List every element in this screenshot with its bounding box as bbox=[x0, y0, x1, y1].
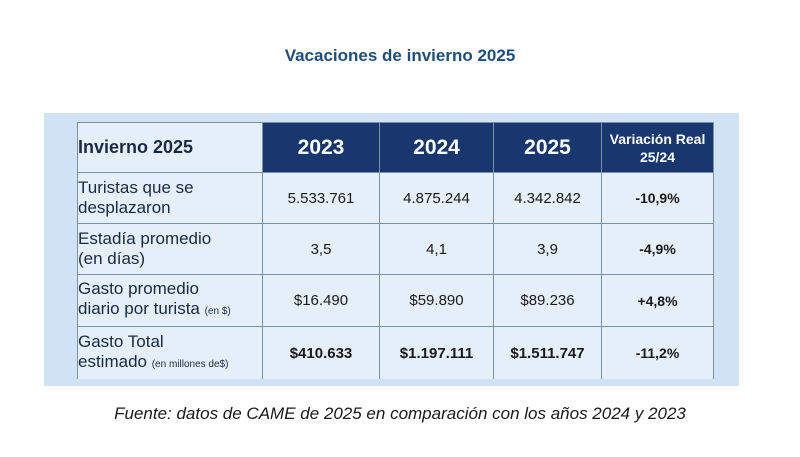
row-label-total-spend: Gasto Total estimado (en millones de$) bbox=[77, 326, 263, 379]
table-row: Turistas que se desplazaron 5.533.761 4.… bbox=[77, 172, 714, 224]
year-header-2024: 2024 bbox=[379, 122, 494, 173]
cell-stay-2024: 4,1 bbox=[379, 223, 494, 275]
row-label-line2: desplazaron bbox=[78, 198, 171, 217]
row-label-line1: Gasto promedio bbox=[78, 279, 199, 298]
row-label-note: (en millones de$) bbox=[151, 358, 229, 370]
row-label-daily-spend: Gasto promedio diario por turista (en $) bbox=[77, 274, 263, 327]
table-row: Gasto Total estimado (en millones de$) $… bbox=[77, 326, 714, 379]
row-label-line1: Gasto Total bbox=[78, 331, 164, 351]
source-caption: Fuente: datos de CAME de 2025 en compara… bbox=[114, 404, 686, 423]
row-label-line2: (en días) bbox=[78, 249, 146, 268]
cell-total-spend-variation: -11,2% bbox=[601, 326, 714, 379]
variation-header: Variación Real 25/24 bbox=[601, 122, 714, 173]
cell-total-spend-2025: $1.511.747 bbox=[493, 326, 602, 379]
variation-header-line2: 25/24 bbox=[639, 148, 676, 165]
table-row: Estadía promedio (en días) 3,5 4,1 3,9 -… bbox=[77, 223, 714, 275]
cell-tourists-2025: 4.342.842 bbox=[493, 172, 602, 224]
row-label-line2: estimado bbox=[78, 351, 147, 371]
row-label-line2: diario por turista bbox=[78, 299, 200, 318]
row-label-tourists: Turistas que se desplazaron bbox=[77, 172, 263, 224]
cell-daily-spend-2023: $16.490 bbox=[262, 274, 380, 327]
table-corner-label: Invierno 2025 bbox=[77, 122, 263, 173]
variation-header-line1: Variación Real bbox=[609, 130, 706, 147]
row-label-line1: Turistas que se bbox=[78, 178, 194, 197]
cell-tourists-2024: 4.875.244 bbox=[379, 172, 494, 224]
cell-tourists-variation: -10,9% bbox=[601, 172, 714, 224]
page-title: Vacaciones de invierno 2025 bbox=[284, 46, 516, 65]
tourism-stats-table: Invierno 2025 2023 2024 2025 Variación R… bbox=[77, 122, 714, 379]
table-row: Gasto promedio diario por turista (en $)… bbox=[77, 274, 714, 327]
year-header-2025: 2025 bbox=[493, 122, 602, 173]
row-label-stay: Estadía promedio (en días) bbox=[77, 223, 263, 275]
cell-tourists-2023: 5.533.761 bbox=[262, 172, 380, 224]
row-label-line1: Estadía promedio bbox=[78, 229, 212, 248]
cell-stay-2025: 3,9 bbox=[493, 223, 602, 275]
cell-daily-spend-2024: $59.890 bbox=[379, 274, 494, 327]
cell-stay-variation: -4,9% bbox=[601, 223, 714, 275]
row-label-note: (en $) bbox=[204, 306, 231, 317]
cell-stay-2023: 3,5 bbox=[262, 223, 380, 275]
cell-daily-spend-variation: +4,8% bbox=[601, 274, 714, 327]
cell-total-spend-2024: $1.197.111 bbox=[379, 326, 494, 379]
cell-total-spend-2023: $410.633 bbox=[262, 326, 380, 379]
cell-daily-spend-2025: $89.236 bbox=[493, 274, 602, 327]
table-header-row: Invierno 2025 2023 2024 2025 Variación R… bbox=[77, 122, 714, 173]
year-header-2023: 2023 bbox=[262, 122, 380, 173]
